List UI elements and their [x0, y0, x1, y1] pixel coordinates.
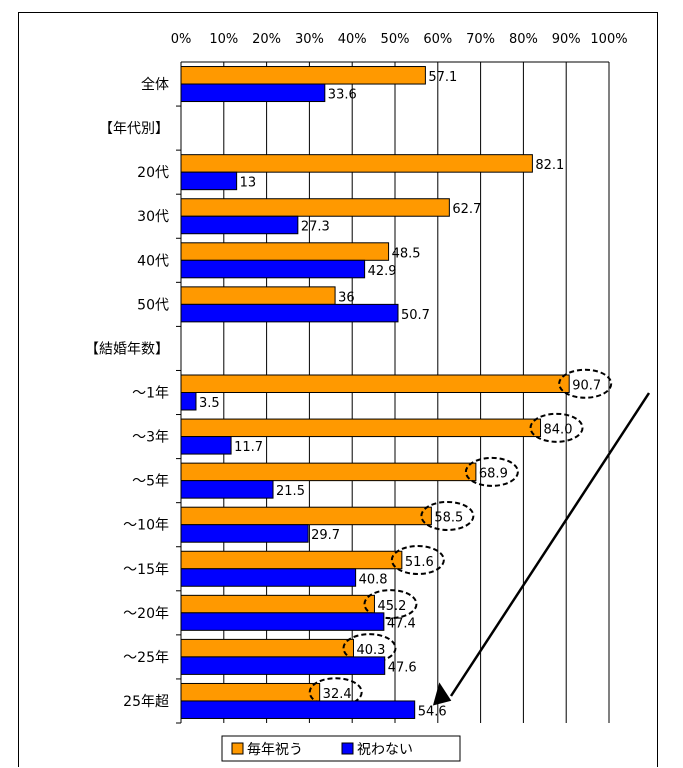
data-label: 36 — [338, 290, 355, 305]
data-label: 11.7 — [234, 440, 263, 455]
legend — [221, 735, 461, 762]
category-label: ～25年 — [123, 650, 169, 666]
bar — [180, 638, 354, 658]
data-label: 82.1 — [535, 158, 564, 173]
highlight-ellipse — [342, 633, 397, 664]
category-label: ～15年 — [123, 562, 169, 578]
bar — [180, 656, 386, 675]
legend-label: 祝わない — [357, 742, 413, 758]
bar — [180, 506, 432, 526]
bar — [180, 392, 197, 411]
bar — [180, 594, 375, 614]
category-label: ～5年 — [132, 474, 169, 490]
chart-frame: 0% 10% 20% 30% 40% 50% 60% 70% 80% 90% 100% 全体 57.1 3… — [18, 12, 658, 767]
bar — [180, 83, 326, 103]
data-label: 21.5 — [276, 484, 305, 499]
bar — [180, 568, 357, 587]
bar — [180, 418, 542, 438]
data-label: 48.5 — [392, 246, 421, 261]
legend-label: 毎年祝う — [247, 742, 303, 758]
data-label: 3.5 — [199, 396, 220, 411]
highlight-ellipse — [363, 589, 418, 620]
bar — [180, 524, 309, 543]
bar — [180, 303, 399, 323]
data-label: 62.7 — [452, 202, 481, 217]
data-label: 13 — [240, 176, 257, 191]
data-label: 29.7 — [311, 528, 340, 543]
data-label: 45.2 — [377, 599, 406, 614]
category-label: 40代 — [137, 253, 169, 269]
highlight-ellipse — [390, 545, 445, 576]
arrow-head — [432, 682, 452, 706]
data-label: 33.6 — [328, 88, 357, 103]
bar — [180, 374, 570, 393]
bar — [180, 286, 336, 305]
data-label: 51.6 — [405, 555, 434, 570]
data-label: 50.7 — [401, 308, 430, 323]
bar — [180, 682, 321, 702]
data-label: 90.7 — [572, 379, 601, 394]
category-label: ～10年 — [123, 518, 169, 534]
category-label: 30代 — [137, 209, 169, 225]
highlight-ellipse — [464, 456, 519, 487]
x-tick-label: 90% — [552, 32, 581, 47]
data-label: 47.4 — [387, 616, 416, 631]
x-tick-label: 0% — [171, 32, 192, 47]
data-label: 68.9 — [479, 467, 508, 482]
highlight-ellipse — [529, 412, 584, 443]
bar — [180, 242, 390, 261]
legend-swatch — [341, 742, 354, 755]
category-label: ～20年 — [123, 606, 169, 622]
data-label: 42.9 — [368, 264, 397, 279]
x-tick-label: 60% — [423, 32, 452, 47]
bar — [180, 700, 416, 719]
data-label: 32.4 — [323, 687, 352, 702]
x-tick-label: 100% — [590, 32, 627, 47]
bar — [180, 462, 477, 482]
category-label: 【年代別】 — [99, 121, 169, 137]
bar — [180, 215, 299, 235]
x-tick-label: 40% — [338, 32, 367, 47]
x-tick-label: 70% — [466, 32, 495, 47]
bar-chart: 0% 10% 20% 30% 40% 50% 60% 70% 80% 90% 100% 全体 57.1 3… — [85, 32, 651, 762]
category-label: ～1年 — [132, 386, 169, 402]
highlight-ellipse — [420, 500, 475, 531]
category-label: 50代 — [137, 297, 169, 313]
data-label: 54.6 — [418, 704, 447, 719]
category-label: 【結婚年数】 — [85, 341, 169, 357]
legend-swatch — [231, 742, 244, 755]
bar — [180, 550, 403, 570]
x-tick-label: 10% — [209, 32, 238, 47]
category-label: ～3年 — [132, 430, 169, 446]
bar — [180, 480, 274, 499]
bar — [180, 154, 533, 173]
bar — [180, 66, 426, 85]
category-label: 全体 — [141, 76, 169, 93]
x-tick-label: 80% — [509, 32, 538, 47]
data-label: 57.1 — [428, 70, 457, 85]
data-label: 40.8 — [359, 572, 388, 587]
data-label: 47.6 — [388, 660, 417, 675]
bar — [180, 198, 450, 217]
data-label: 27.3 — [301, 220, 330, 235]
bar — [180, 612, 385, 631]
x-tick-label: 30% — [295, 32, 324, 47]
data-label: 40.3 — [356, 643, 385, 658]
bar — [180, 171, 238, 191]
trend-arrow — [449, 392, 651, 697]
x-tick-label: 50% — [381, 32, 410, 47]
category-label: 20代 — [137, 165, 169, 181]
highlight-ellipse — [558, 368, 613, 399]
highlight-ellipse — [308, 677, 363, 708]
bar — [180, 436, 232, 455]
data-label: 84.0 — [544, 423, 573, 438]
data-label: 58.5 — [434, 511, 463, 526]
bar — [180, 259, 366, 279]
x-tick-label: 20% — [252, 32, 281, 47]
category-label: 25年超 — [123, 694, 169, 710]
